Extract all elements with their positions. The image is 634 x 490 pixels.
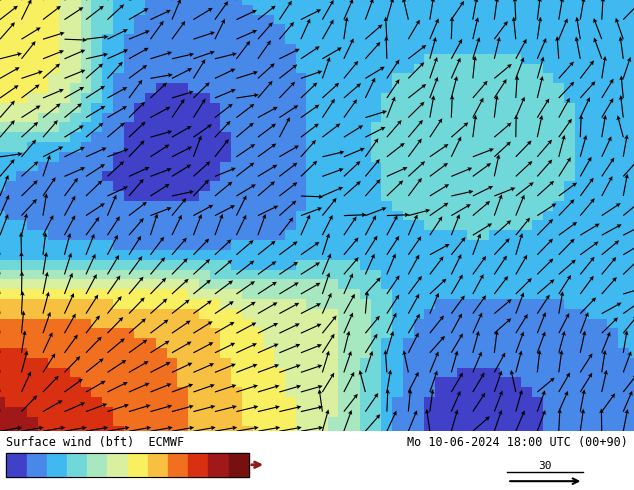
Bar xyxy=(168,453,188,477)
Bar xyxy=(67,453,87,477)
Bar xyxy=(148,453,168,477)
Bar xyxy=(188,453,209,477)
Bar xyxy=(229,453,249,477)
Bar xyxy=(107,453,127,477)
Bar xyxy=(47,453,67,477)
Text: Surface wind (bft)  ECMWF: Surface wind (bft) ECMWF xyxy=(6,436,184,449)
Bar xyxy=(127,453,148,477)
Text: 30: 30 xyxy=(538,461,552,470)
Bar xyxy=(6,453,27,477)
Bar xyxy=(87,453,107,477)
Text: Mo 10-06-2024 18:00 UTC (00+90): Mo 10-06-2024 18:00 UTC (00+90) xyxy=(407,436,628,449)
Bar xyxy=(6,453,249,477)
Bar xyxy=(209,453,229,477)
Bar xyxy=(27,453,47,477)
